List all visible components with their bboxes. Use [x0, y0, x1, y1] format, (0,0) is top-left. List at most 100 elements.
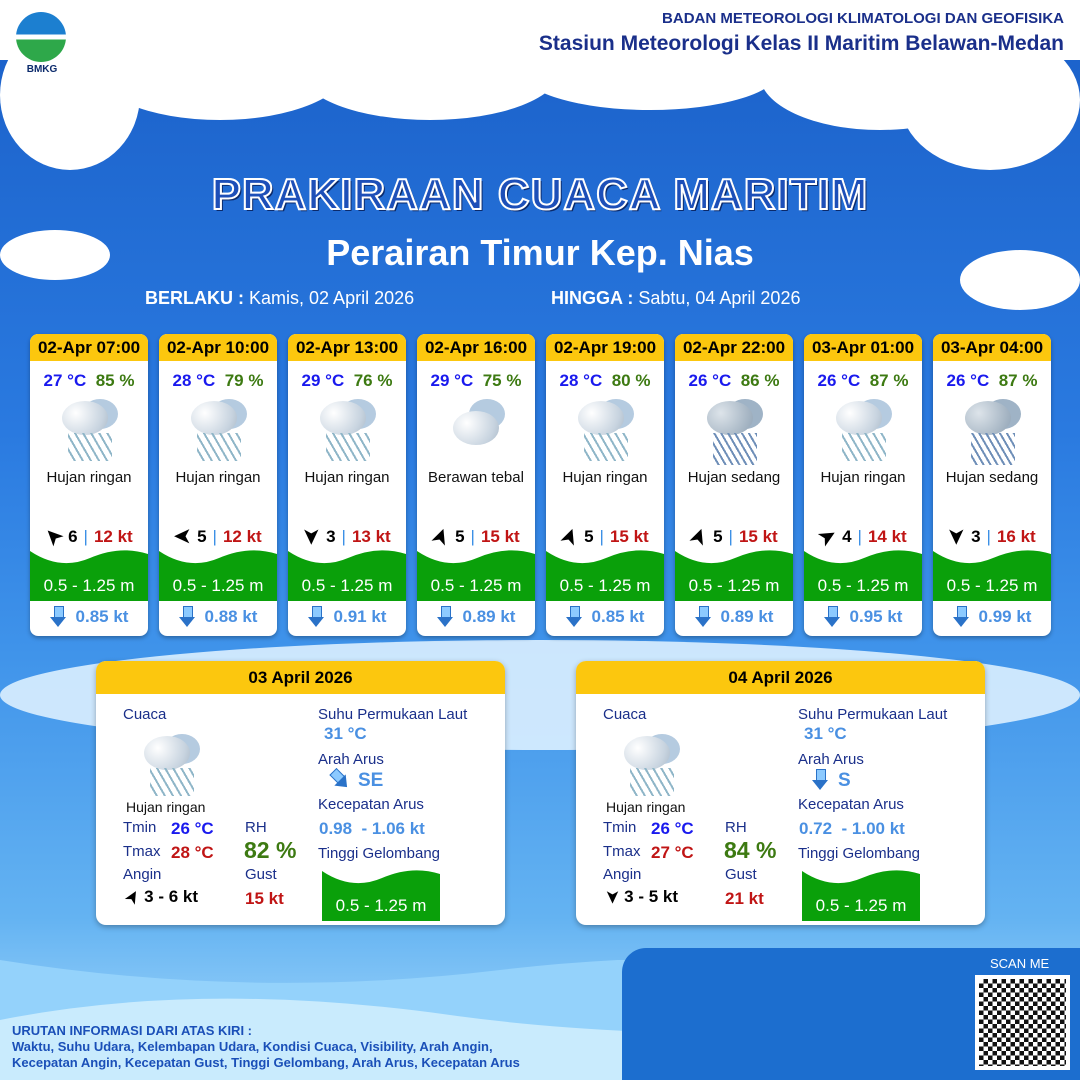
valid-to-value: Sabtu, 04 April 2026	[638, 288, 801, 308]
wave-height-value: 0.5 - 1.25 m	[301, 576, 393, 595]
rh-label: RH	[725, 819, 747, 836]
org-name: BADAN METEOROLOGI KLIMATOLOGI DAN GEOFIS…	[662, 10, 1064, 27]
humidity: 85 %	[95, 371, 135, 390]
forecast-card: 02-Apr 07:00 27 °C 85 % Hujan ringan ➤ 6 |…	[30, 334, 148, 636]
weather-label: Cuaca	[603, 706, 647, 723]
air-temperature: 26 °C	[946, 371, 990, 390]
sst-value: 31 °C	[324, 724, 367, 743]
current-direction-icon	[178, 606, 195, 628]
cloud	[520, 30, 780, 110]
qr-code[interactable]	[975, 975, 1070, 1070]
forecast-card: 02-Apr 19:00 28 °C 80 % Hujan ringan ➤ 5 |…	[546, 334, 664, 636]
forecast-time: 03-Apr 04:00	[933, 334, 1051, 361]
tmax-value: 28 °C	[171, 843, 214, 862]
humidity: 86 %	[740, 371, 780, 390]
wave-label: Tinggi Gelombang	[798, 845, 921, 862]
current-speed: 0.91 kt	[333, 607, 387, 626]
current-speed: 0.88 kt	[204, 607, 258, 626]
wave-height: 0.5 - 1.25 m	[288, 546, 406, 601]
current-direction-value: S	[838, 770, 851, 791]
weather-condition: Hujan ringan	[820, 469, 906, 486]
cloud	[900, 30, 1080, 170]
forecast-time: 02-Apr 19:00	[546, 334, 664, 361]
current-direction-icon	[49, 606, 66, 628]
current-direction-icon	[327, 767, 354, 794]
cloud	[960, 250, 1080, 310]
rh-value: 82 %	[244, 837, 297, 863]
current-direction-icon	[694, 606, 711, 628]
overcast-icon	[441, 397, 511, 463]
divider: |	[212, 526, 217, 546]
bmkg-logo-text: BMKG	[26, 64, 58, 75]
current-direction-icon	[812, 769, 828, 791]
panel-date: 03 April 2026	[96, 661, 505, 694]
wind-direction-icon: ➤	[427, 525, 455, 549]
divider: |	[599, 526, 604, 546]
light-rain-icon	[828, 397, 898, 463]
air-temperature: 28 °C	[172, 371, 216, 390]
wind-speed: 5	[584, 526, 594, 546]
cloud	[0, 230, 110, 280]
wind-speed: 3	[971, 526, 981, 546]
wind-direction-icon: ➤	[685, 525, 713, 549]
light-rain-icon	[54, 397, 124, 463]
humidity: 80 %	[611, 371, 651, 390]
current-speed: 0.99 kt	[978, 607, 1032, 626]
current-speed-label: Kecepatan Arus	[318, 796, 424, 813]
light-rain-icon	[136, 732, 206, 798]
forecast-time: 02-Apr 07:00	[30, 334, 148, 361]
scan-me-label: SCAN ME	[990, 956, 1050, 971]
wind-range: 3 - 5 kt	[624, 887, 678, 906]
current-speed: 0.85 kt	[591, 607, 645, 626]
light-rain-icon	[183, 397, 253, 463]
humidity: 75 %	[482, 371, 522, 390]
wind-label: Angin	[603, 866, 642, 883]
tmin-value: 26 °C	[171, 819, 214, 838]
wave-height-value: 0.5 - 1.25 m	[946, 576, 1038, 595]
forecast-card: 03-Apr 04:00 26 °C 87 % Hujan sedang ➤ 3 |…	[933, 334, 1051, 636]
forecast-time: 02-Apr 13:00	[288, 334, 406, 361]
wind-range: 3 - 6 kt	[144, 887, 198, 906]
page-title: PRAKIRAAN CUACA MARITIM	[211, 169, 869, 220]
wave-height-value: 0.5 - 1.25 m	[43, 576, 135, 595]
weather-condition: Hujan sedang	[945, 469, 1039, 486]
gust-value: 15 kt	[245, 889, 284, 908]
sst-label: Suhu Permukaan Laut	[798, 706, 948, 723]
valid-to: HINGGA : Sabtu, 04 April 2026	[551, 288, 800, 309]
wind-direction-icon: ➤	[122, 887, 144, 908]
current-speed: 0.89 kt	[720, 607, 774, 626]
light-rain-icon	[570, 397, 640, 463]
wind-direction-icon: ➤	[945, 528, 968, 545]
current-speed-value: 0.98 - 1.06 kt	[319, 819, 425, 838]
wave-height-value: 0.5 - 1.25 m	[430, 576, 522, 595]
sst-value: 31 °C	[804, 724, 847, 743]
wave-height-value: 0.5 - 1.25 m	[172, 576, 264, 595]
wave-height-value: 0.5 - 1.25 m	[815, 896, 907, 915]
current-speed-value: 0.72 - 1.00 kt	[799, 819, 905, 838]
divider: |	[857, 526, 862, 546]
rh-label: RH	[245, 819, 267, 836]
bmkg-logo-emblem	[16, 12, 66, 62]
wave-height-value: 0.5 - 1.25 m	[688, 576, 780, 595]
wave-height: 0.5 - 1.25 m	[30, 546, 148, 601]
tmin-value: 26 °C	[651, 819, 694, 838]
panel-date: 04 April 2026	[576, 661, 985, 694]
air-temperature: 29 °C	[301, 371, 345, 390]
tmax-value: 27 °C	[651, 843, 694, 862]
wind-speed: 6	[68, 526, 78, 546]
air-temperature: 28 °C	[559, 371, 603, 390]
tmax-label: Tmax	[123, 843, 161, 860]
forecast-card: 02-Apr 13:00 29 °C 76 % Hujan ringan ➤ 3 |…	[288, 334, 406, 636]
tmin-label: Tmin	[123, 819, 157, 836]
weather-condition: Hujan ringan	[46, 469, 132, 486]
current-speed: 0.95 kt	[849, 607, 903, 626]
current-speed-label: Kecepatan Arus	[798, 796, 904, 813]
wave-height: 0.5 - 1.25 m	[933, 546, 1051, 601]
daily-summary-panel: 03 April 2026 Cuaca Hujan ringan Tmin 26…	[96, 661, 505, 925]
wave-height: 0.5 - 1.25 m	[802, 866, 920, 921]
humidity: 87 %	[869, 371, 909, 390]
wave-height-value: 0.5 - 1.25 m	[559, 576, 651, 595]
wind-speed: 5	[197, 526, 207, 546]
wave-label: Tinggi Gelombang	[318, 845, 441, 862]
current-speed: 0.89 kt	[462, 607, 516, 626]
